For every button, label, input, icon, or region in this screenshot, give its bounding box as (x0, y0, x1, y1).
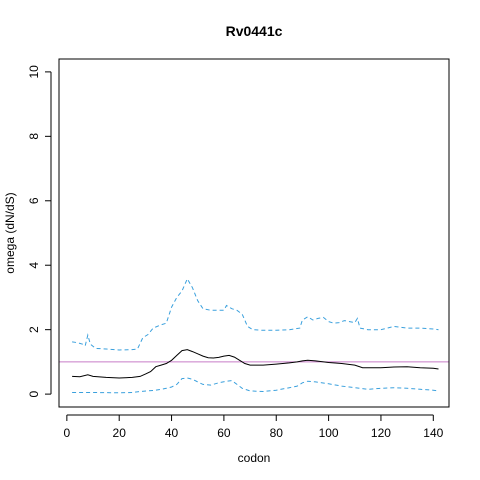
plot-frame (58, 58, 450, 408)
x-axis-label: codon (238, 451, 271, 465)
lower-bound-line (72, 377, 439, 394)
y-tick-label: 2 (27, 326, 41, 333)
y-tick-label: 0 (27, 390, 41, 397)
x-tick-label: 0 (64, 426, 71, 440)
y-axis: 0 2 4 6 8 10 (27, 65, 52, 397)
chart-title: Rv0441c (226, 23, 283, 39)
upper-bound-line (72, 277, 439, 351)
y-axis-label: omega (dN/dS) (3, 192, 17, 273)
estimate-line (72, 349, 439, 379)
x-tick-label: 80 (270, 426, 284, 440)
x-tick-label: 60 (217, 426, 231, 440)
plot-area (59, 277, 449, 394)
x-tick-label: 40 (165, 426, 179, 440)
x-tick-label: 20 (113, 426, 127, 440)
x-tick-label: 100 (319, 426, 339, 440)
y-tick-label: 6 (27, 197, 41, 204)
x-tick-label: 120 (371, 426, 391, 440)
y-tick-label: 8 (27, 133, 41, 140)
x-axis: 0 20 40 60 80 100 120 140 (64, 414, 444, 440)
y-tick-label: 4 (27, 262, 41, 269)
y-tick-label: 10 (27, 65, 41, 79)
x-tick-label: 140 (423, 426, 443, 440)
